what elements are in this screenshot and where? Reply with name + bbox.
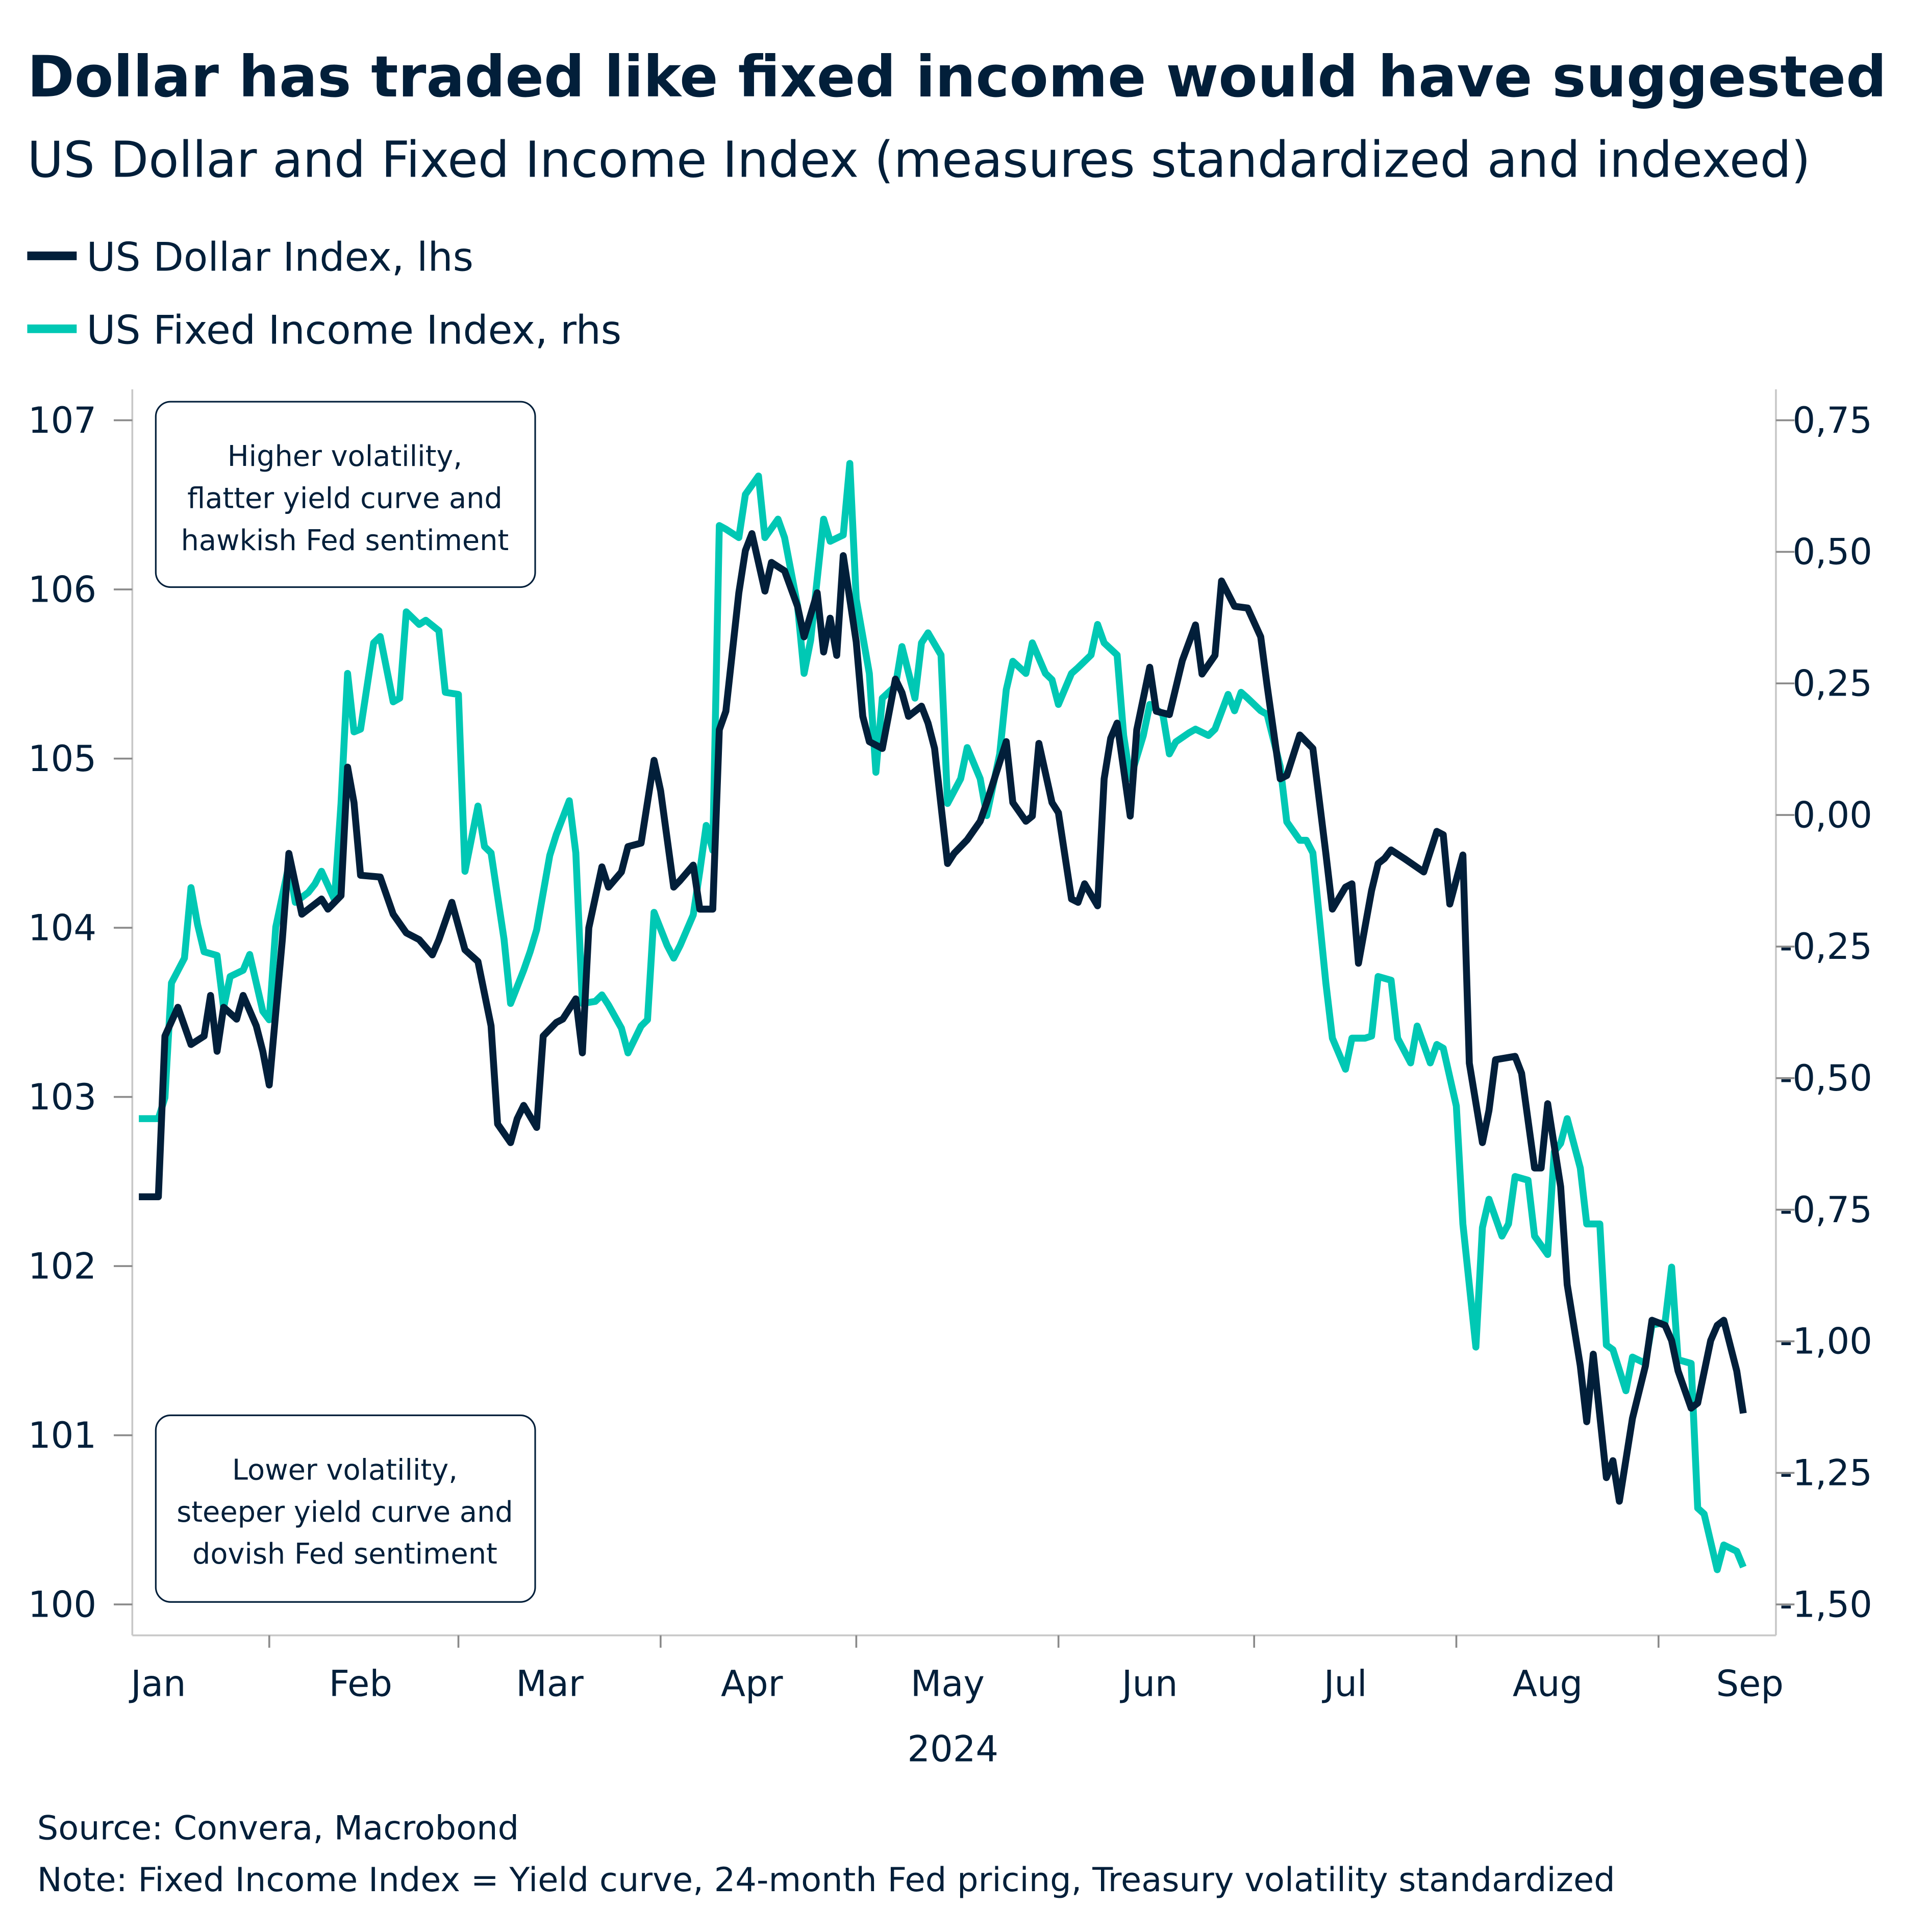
source-note: Source: Convera, Macrobond — [37, 1809, 519, 1847]
series-layer — [139, 460, 1747, 1573]
x-tick-label: Apr — [721, 1663, 783, 1704]
left-y-tick-label: 105 — [28, 738, 96, 780]
legend-label-dollar: US Dollar Index, lhs — [87, 234, 473, 280]
left-y-ticks: 100 101 102 103 104 105 106 107 — [28, 400, 133, 1625]
series-line-us-dollar-index — [139, 530, 1747, 1505]
annotation-bottom-box — [155, 1414, 536, 1603]
legend-label-fixed-income: US Fixed Income Index, rhs — [87, 307, 621, 353]
left-y-tick-label: 100 — [28, 1583, 96, 1625]
axes: 100 101 102 103 104 105 106 107 -1,50 -1,25 -1,00… — [28, 389, 1872, 1770]
x-tick-label: Jun — [1120, 1663, 1178, 1704]
left-y-tick-label: 104 — [28, 907, 96, 949]
right-y-tick-label: -1,50 — [1780, 1583, 1872, 1625]
left-y-tick-label: 102 — [28, 1245, 96, 1287]
chart-title: Dollar has traded like fixed income woul… — [27, 44, 1886, 110]
series-line-us-fixed-income-index — [139, 460, 1747, 1573]
annotation-top: Higher volatility, flatter yield curve a… — [155, 401, 536, 588]
left-y-tick-label: 107 — [28, 400, 96, 441]
right-y-tick-label: -0,50 — [1780, 1057, 1872, 1099]
left-y-tick-label: 103 — [28, 1076, 96, 1118]
x-tick-label: Sep — [1716, 1663, 1784, 1704]
right-y-tick-label: 0,75 — [1792, 400, 1872, 441]
right-y-tick-label: -1,00 — [1780, 1321, 1872, 1363]
chart-subtitle: US Dollar and Fixed Income Index (measur… — [27, 131, 1810, 188]
left-y-tick-label: 101 — [28, 1415, 96, 1456]
annotation-top-box — [155, 401, 536, 588]
annotation-bottom-line-2: steeper yield curve and — [177, 1496, 513, 1529]
right-y-tick-label: 0,50 — [1792, 531, 1872, 573]
x-tick-label: May — [911, 1663, 985, 1704]
right-y-tick-label: -0,25 — [1780, 926, 1872, 968]
left-y-tick-label: 106 — [28, 568, 96, 610]
legend: US Dollar Index, lhs US Fixed Income Ind… — [27, 234, 621, 353]
right-y-tick-label: -1,25 — [1780, 1452, 1872, 1494]
annotation-top-line-1: Higher volatility, — [228, 440, 462, 473]
annotation-top-line-3: hawkish Fed sentiment — [181, 524, 509, 557]
x-axis-label: 2024 — [907, 1728, 998, 1770]
annotation-top-line-2: flatter yield curve and — [187, 482, 503, 515]
right-y-tick-label: 0,25 — [1792, 662, 1872, 704]
annotation-bottom: Lower volatility, steeper yield curve an… — [155, 1414, 536, 1603]
x-tick-label: Aug — [1513, 1663, 1583, 1704]
annotation-bottom-line-1: Lower volatility, — [232, 1453, 458, 1487]
x-tick-label: Jul — [1322, 1663, 1367, 1704]
right-y-tick-label: 0,00 — [1792, 794, 1872, 836]
right-y-ticks: -1,50 -1,25 -1,00 -0,75 -0,50 -0,25 0,00 0,25 0,… — [1775, 400, 1872, 1625]
x-ticks: Jan Feb Mar Apr May Jun Jul Aug Sep — [129, 1635, 1784, 1704]
x-tick-label: Mar — [516, 1663, 584, 1704]
annotation-bottom-line-3: dovish Fed sentiment — [192, 1538, 497, 1571]
methodology-note: Note: Fixed Income Index = Yield curve, … — [37, 1861, 1615, 1899]
x-tick-label: Jan — [129, 1663, 186, 1704]
x-tick-label: Feb — [329, 1663, 392, 1704]
right-y-tick-label: -0,75 — [1780, 1189, 1872, 1231]
